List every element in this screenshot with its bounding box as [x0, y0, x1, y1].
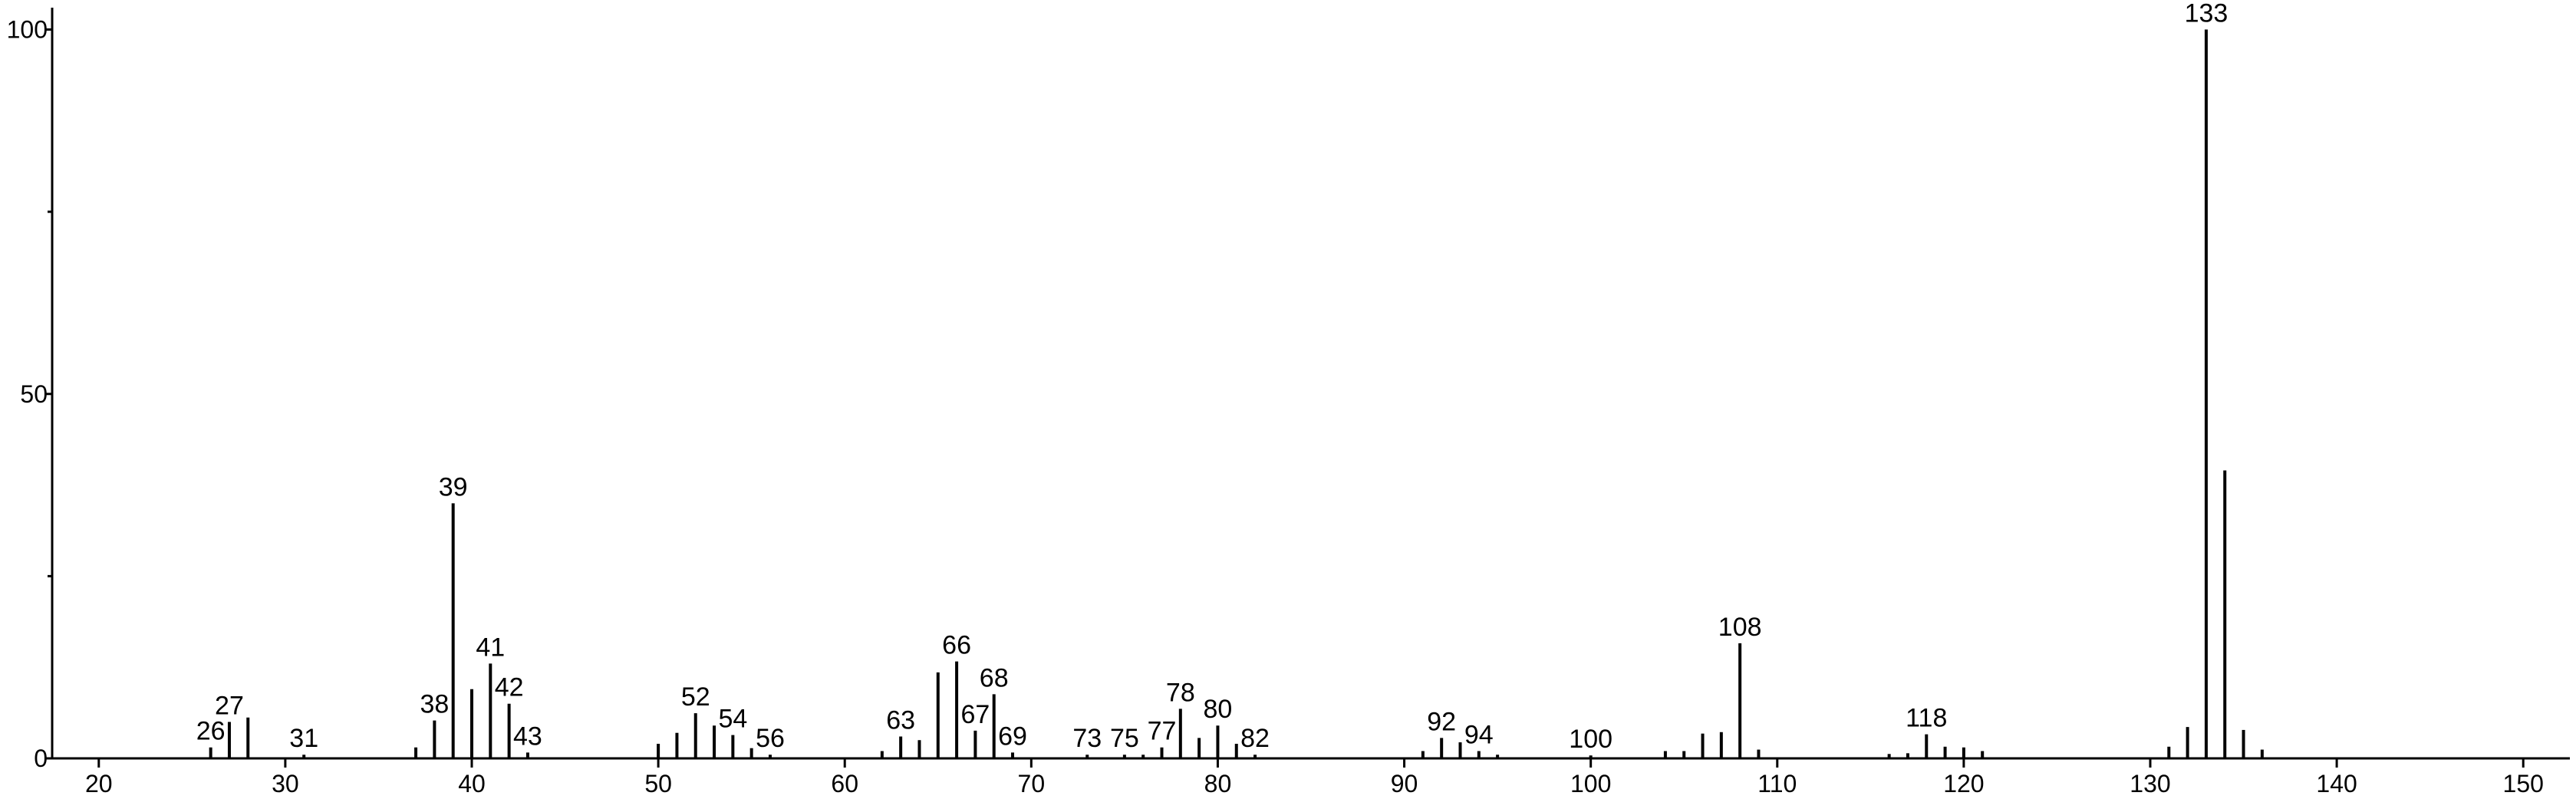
peak-label: 39	[439, 472, 468, 501]
peak-label: 80	[1204, 695, 1233, 724]
peak-label: 108	[1718, 613, 1762, 642]
x-tick-label: 110	[1757, 770, 1797, 797]
peak-label: 56	[756, 724, 785, 753]
y-tick-label: 100	[7, 16, 48, 44]
peak-label: 38	[420, 690, 449, 719]
peak-label: 27	[215, 691, 244, 720]
peak-label: 133	[2185, 0, 2228, 28]
x-tick-label: 20	[85, 770, 113, 797]
peak-label: 82	[1240, 724, 1270, 753]
peak-label: 63	[886, 705, 915, 735]
peak-label: 67	[960, 700, 990, 729]
peak-label: 26	[196, 717, 226, 746]
peak-label: 31	[289, 724, 318, 753]
peak-label: 100	[1569, 725, 1612, 754]
peak-label: 68	[980, 663, 1009, 692]
peak-label: 42	[495, 673, 524, 702]
x-tick-label: 80	[1204, 770, 1232, 797]
x-tick-label: 70	[1018, 770, 1046, 797]
x-tick-label: 30	[272, 770, 299, 797]
peak-label: 66	[942, 631, 971, 660]
x-tick-label: 150	[2503, 770, 2544, 797]
x-tick-label: 100	[1570, 770, 1611, 797]
peak-label: 73	[1072, 724, 1102, 753]
y-tick-label: 0	[34, 745, 48, 772]
peak-label: 92	[1427, 707, 1456, 736]
peak-label: 69	[998, 722, 1027, 751]
peak-label: 94	[1464, 720, 1494, 749]
peak-label: 78	[1166, 678, 1195, 707]
peak-label: 77	[1148, 717, 1177, 746]
x-tick-label: 130	[2130, 770, 2170, 797]
peak-label: 118	[1906, 704, 1947, 733]
x-tick-label: 40	[458, 770, 486, 797]
x-tick-label: 90	[1391, 770, 1418, 797]
x-tick-label: 60	[831, 770, 858, 797]
x-tick-label: 50	[644, 770, 672, 797]
x-tick-label: 140	[2316, 770, 2357, 797]
x-tick-label: 120	[1943, 770, 1984, 797]
peak-label: 75	[1110, 724, 1139, 753]
y-tick-label: 50	[20, 380, 48, 408]
peak-label: 54	[718, 705, 747, 734]
peak-label: 52	[681, 682, 710, 712]
peak-label: 43	[513, 722, 542, 751]
peak-label: 41	[476, 633, 505, 662]
